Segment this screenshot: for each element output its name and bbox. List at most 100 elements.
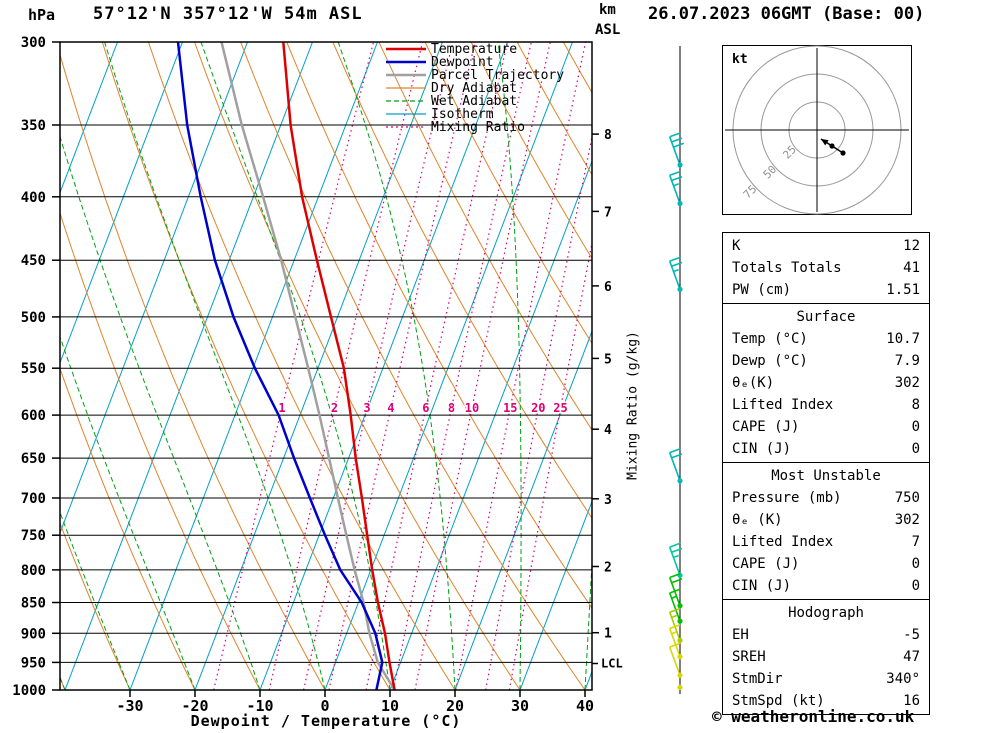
stats-row: Lifted Index 8	[723, 394, 929, 416]
wind-barb-base-dot	[677, 672, 683, 678]
pressure-unit-label: hPa	[28, 6, 56, 24]
stats-value: 10.7	[886, 331, 920, 347]
stats-table: Hodograph EH -5 SREH 47 StmDir 340° StmSpd (kt)…	[722, 599, 930, 715]
stats-row: StmDir 340°	[723, 668, 929, 690]
mixing-ratio-value-label: 20	[531, 401, 545, 415]
pressure-tick-label: 850	[21, 596, 46, 612]
temperature-axis-label: Dewpoint / Temperature (°C)	[190, 712, 462, 730]
hodograph-ring-label: 50	[761, 163, 780, 182]
temperature-tick-label: 10	[381, 697, 399, 715]
stats-value: 0	[911, 419, 920, 435]
stats-label: CAPE (J)	[732, 556, 800, 572]
stats-label: EH	[732, 627, 749, 643]
stats-table: Surface Temp (°C) 10.7 Dewp (°C) 7.9 θₑ(K) 302…	[722, 303, 930, 463]
pressure-axis: 300 350 400 450 500 550 600 650 700 750 800 850 900 9…	[12, 35, 60, 699]
wind-barb-base-dot	[677, 286, 683, 292]
mixing-ratio-value-label: 10	[465, 401, 479, 415]
pressure-tick-label: 300	[21, 35, 46, 51]
stats-value: 16	[903, 693, 920, 709]
stats-row: Temp (°C) 10.7	[723, 328, 929, 350]
pressure-tick-label: 900	[21, 626, 46, 642]
stats-label: θₑ(K)	[732, 375, 775, 391]
temperature-tick-label: -20	[181, 697, 208, 715]
legend-label: Isotherm	[431, 107, 494, 122]
run-datetime-label: 26.07.2023 06GMT (Base: 00)	[648, 4, 925, 24]
stats-row: Dewp (°C) 7.9	[723, 350, 929, 372]
stats-value: 1.51	[886, 282, 920, 298]
hodograph-unit-label: kt	[732, 52, 748, 67]
stats-value: 0	[911, 556, 920, 572]
isotherm-lines	[60, 42, 592, 690]
stats-value: 0	[911, 441, 920, 457]
stats-value: 41	[903, 260, 920, 276]
stats-label: CAPE (J)	[732, 419, 800, 435]
stats-row: Lifted Index 7	[723, 531, 929, 553]
pressure-tick-label: 1000	[12, 683, 46, 699]
pressure-tick-label: 600	[21, 408, 46, 424]
stats-label: Lifted Index	[732, 397, 834, 413]
asl-axis-unit-label: ASL	[595, 22, 621, 38]
pressure-tick-label: 950	[21, 655, 46, 671]
legend-label: Dewpoint	[431, 55, 494, 70]
altitude-km-tick-label: 6	[604, 280, 612, 295]
wind-barb-base-dot	[677, 684, 683, 690]
legend-label: Parcel Trajectory	[431, 68, 564, 83]
stats-table-header: Most Unstable	[771, 468, 881, 484]
pressure-tick-label: 500	[21, 310, 46, 326]
pressure-gridlines	[60, 41, 592, 691]
stats-row: CAPE (J) 0	[723, 553, 929, 575]
stats-row: K 12	[723, 235, 929, 257]
temperature-tick-label: 0	[320, 697, 329, 715]
stats-table-header: Hodograph	[788, 605, 864, 621]
plot-border	[59, 41, 593, 691]
stats-label: K	[732, 238, 741, 254]
pressure-tick-label: 350	[21, 118, 46, 134]
mixing-ratio-value-label: 8	[448, 401, 455, 415]
stats-table-header: Surface	[796, 309, 856, 325]
stats-label: Lifted Index	[732, 534, 834, 550]
stats-value: 750	[894, 490, 920, 506]
stats-value: 12	[903, 238, 920, 254]
legend-label: Mixing Ratio	[431, 120, 525, 135]
station-title: 57°12'N 357°12'W 54m ASL	[93, 4, 363, 24]
stats-label: CIN (J)	[732, 441, 792, 457]
altitude-km-tick-label: 4	[604, 423, 612, 438]
wind-barb-column	[668, 46, 685, 694]
temperature-axis: -30 -20 -10 0 10 20 30 40	[116, 690, 594, 715]
wind-barb-base-dot	[677, 200, 683, 207]
pressure-tick-label: 700	[21, 491, 46, 507]
stats-row: Pressure (mb) 750	[723, 487, 929, 509]
mixing-ratio-value-label: 6	[422, 401, 429, 415]
legend-label: Temperature	[431, 42, 517, 57]
mixing-ratio-axis-label: Mixing Ratio (g/kg)	[625, 331, 641, 480]
stats-label: Temp (°C)	[732, 331, 808, 347]
mixing-ratio-value-label: 25	[553, 401, 567, 415]
altitude-km-tick-label: 2	[604, 561, 612, 576]
stats-row: CAPE (J) 0	[723, 416, 929, 438]
altitude-km-tick-label: 5	[604, 352, 612, 367]
mixing-ratio-value-label: 1	[278, 401, 285, 415]
altitude-km-tick-label: 3	[604, 493, 612, 508]
altitude-km-tick-label: 8	[604, 128, 612, 143]
stats-row: SREH 47	[723, 646, 929, 668]
temperature-tick-label: 20	[446, 697, 464, 715]
stats-value: -5	[903, 627, 920, 643]
pressure-tick-label: 750	[21, 528, 46, 544]
stats-value: 8	[911, 397, 920, 413]
stats-label: PW (cm)	[732, 282, 792, 298]
altitude-km-tick-label: 1	[604, 627, 612, 642]
stats-label: Pressure (mb)	[732, 490, 842, 506]
stats-value: 340°	[886, 671, 920, 687]
stats-label: Totals Totals	[732, 260, 842, 276]
temperature-tick-label: -30	[116, 697, 143, 715]
stats-row: θₑ (K) 302	[723, 509, 929, 531]
stats-row: CIN (J) 0	[723, 438, 929, 460]
mixing-ratio-value-label: 15	[503, 401, 517, 415]
mixing-ratio-lines	[213, 42, 592, 690]
hodograph-trace-dot	[829, 143, 835, 149]
indices-tables: K 12 Totals Totals 41 PW (cm) 1.51 Surface Temp…	[722, 232, 930, 715]
km-axis-unit-label: km	[599, 2, 616, 18]
stats-row: PW (cm) 1.51	[723, 279, 929, 301]
